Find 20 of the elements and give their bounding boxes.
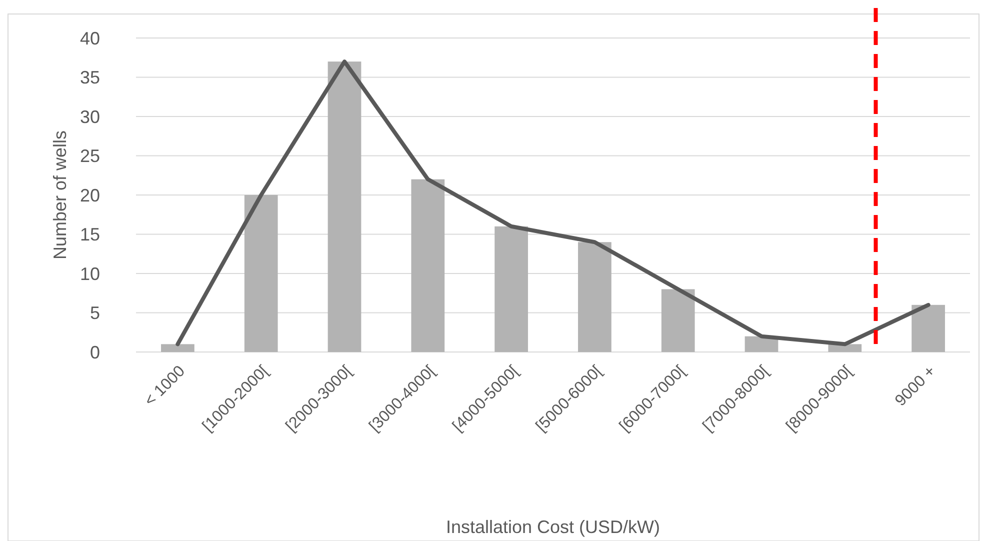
bar: [578, 242, 612, 352]
y-tick-label: 25: [80, 146, 100, 166]
y-tick-label: 0: [90, 342, 100, 362]
bar: [912, 304, 945, 352]
bar: [411, 179, 445, 352]
bar: [661, 289, 695, 352]
y-tick-label: 15: [80, 224, 100, 245]
y-axis-title: Number of wells: [50, 130, 70, 260]
bar: [161, 344, 194, 352]
bar: [244, 195, 278, 352]
bar: [494, 226, 528, 352]
y-tick-label: 35: [80, 68, 100, 88]
x-axis-title: Installation Cost (USD/kW): [446, 517, 660, 537]
line-series: [176, 60, 930, 346]
bar: [328, 62, 362, 352]
y-tick-label: 10: [80, 264, 100, 284]
y-tick-label: 20: [80, 185, 100, 206]
y-tick-label: 40: [80, 28, 100, 48]
y-tick-label: 30: [80, 106, 100, 127]
y-tick-label: 5: [90, 303, 100, 324]
